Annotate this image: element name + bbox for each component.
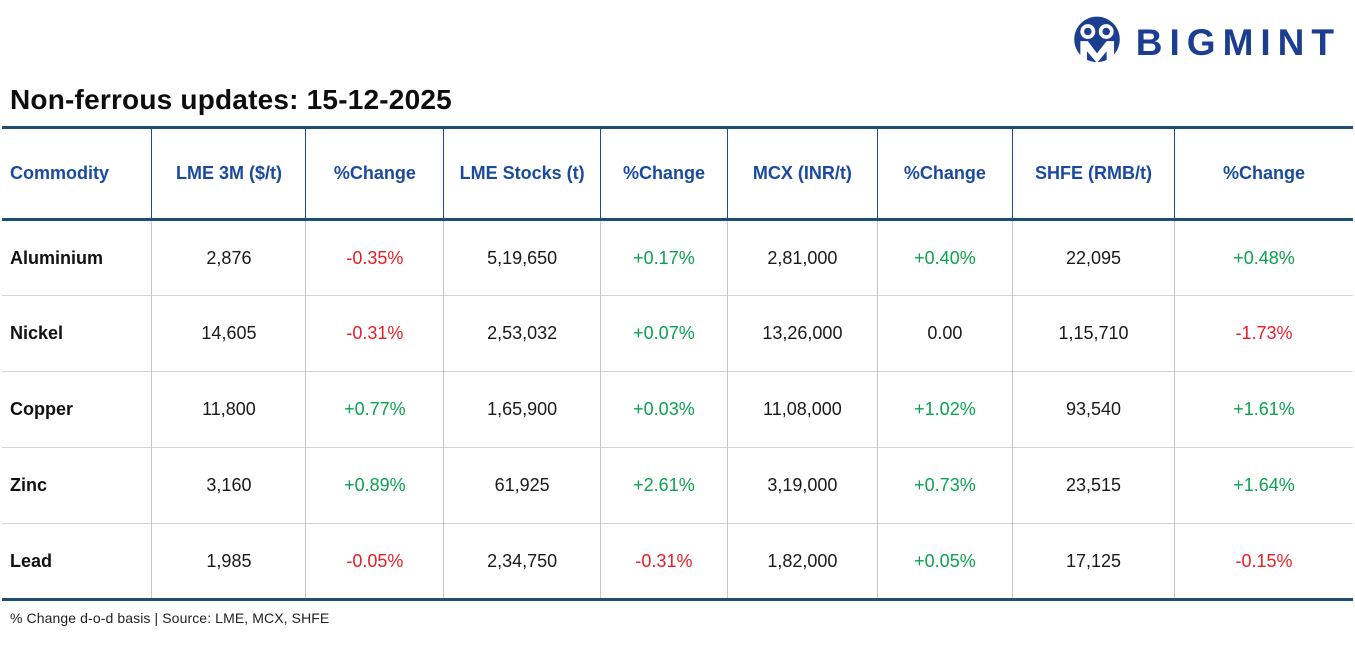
cell-mcx: 13,26,000 [726, 295, 878, 372]
page-title: Non-ferrous updates: 15-12-2025 [10, 84, 452, 115]
column-header-shfe-change: %Change [1174, 127, 1353, 221]
cell-lme-stocks-change: +2.61% [599, 447, 728, 524]
column-header-lme-3m-change: %Change [305, 127, 445, 221]
cell-mcx-change: 0.00 [876, 295, 1013, 372]
commodity-cell: Lead [2, 523, 153, 600]
cell-lme-3m-change: +0.89% [305, 447, 445, 524]
table-row-copper: Copper 11,800 +0.77% 1,65,900 +0.03% 11,08,00… [2, 371, 1353, 448]
commodity-cell: Copper [2, 371, 153, 448]
cell-mcx: 3,19,000 [726, 447, 878, 524]
cell-mcx: 11,08,000 [726, 371, 878, 448]
cell-shfe: 17,125 [1011, 523, 1176, 600]
bigmint-logo-text: BIGMINT [1135, 21, 1341, 63]
table-row-nickel: Nickel 14,605 -0.31% 2,53,032 +0.07% 13,26,00… [2, 295, 1353, 372]
cell-shfe: 93,540 [1011, 371, 1176, 448]
cell-mcx: 2,81,000 [726, 219, 878, 296]
cell-lme-stocks: 2,34,750 [443, 523, 601, 600]
cell-mcx-change: +1.02% [876, 371, 1013, 448]
column-header-commodity: Commodity [2, 127, 153, 221]
cell-lme-3m: 3,160 [151, 447, 307, 524]
column-header-lme-stocks-change: %Change [599, 127, 728, 221]
cell-lme-stocks: 2,53,032 [443, 295, 601, 372]
column-header-mcx: MCX (INR/t) [726, 127, 878, 221]
cell-shfe: 22,095 [1011, 219, 1176, 296]
cell-shfe-change: +1.64% [1174, 447, 1353, 524]
table-header-row: Commodity LME 3M ($/t) %Change LME Stocks (… [2, 127, 1353, 221]
cell-shfe-change: +1.61% [1174, 371, 1353, 448]
column-header-lme-stocks: LME Stocks (t) [443, 127, 601, 221]
cell-shfe-change: -1.73% [1174, 295, 1353, 372]
cell-lme-3m: 2,876 [151, 219, 307, 296]
cell-lme-stocks: 1,65,900 [443, 371, 601, 448]
top-bar: BIGMINT [2, 0, 1353, 84]
column-header-lme-3m: LME 3M ($/t) [151, 127, 307, 221]
cell-lme-3m-change: -0.05% [305, 523, 445, 600]
table-row-aluminium: Aluminium 2,876 -0.35% 5,19,650 +0.17% 2,81,0… [2, 219, 1353, 296]
column-header-mcx-change: %Change [876, 127, 1013, 221]
table-row-lead: Lead 1,985 -0.05% 2,34,750 -0.31% 1,82,000 +0.… [2, 523, 1353, 600]
commodity-cell: Zinc [2, 447, 153, 524]
commodity-cell: Aluminium [2, 219, 153, 296]
cell-lme-stocks-change: +0.17% [599, 219, 728, 296]
cell-lme-3m-change: -0.35% [305, 219, 445, 296]
cell-lme-3m: 11,800 [151, 371, 307, 448]
cell-lme-3m: 14,605 [151, 295, 307, 372]
bigmint-logo: BIGMINT [1068, 14, 1341, 70]
cell-shfe: 1,15,710 [1011, 295, 1176, 372]
non-ferrous-price-table: Commodity LME 3M ($/t) %Change LME Stocks (… [2, 126, 1353, 601]
table-row-zinc: Zinc 3,160 +0.89% 61,925 +2.61% 3,19,000 +0.73… [2, 447, 1353, 524]
cell-lme-3m-change: -0.31% [305, 295, 445, 372]
column-header-shfe: SHFE (RMB/t) [1011, 127, 1176, 221]
cell-shfe: 23,515 [1011, 447, 1176, 524]
cell-lme-3m-change: +0.77% [305, 371, 445, 448]
source-footnote: % Change d-o-d basis | Source: LME, MCX,… [10, 610, 330, 626]
cell-lme-3m: 1,985 [151, 523, 307, 600]
cell-lme-stocks-change: +0.03% [599, 371, 728, 448]
cell-lme-stocks-change: -0.31% [599, 523, 728, 600]
cell-lme-stocks: 5,19,650 [443, 219, 601, 296]
cell-shfe-change: -0.15% [1174, 523, 1353, 600]
bigmint-logo-icon [1074, 16, 1120, 63]
commodity-cell: Nickel [2, 295, 153, 372]
cell-shfe-change: +0.48% [1174, 219, 1353, 296]
cell-lme-stocks: 61,925 [443, 447, 601, 524]
cell-mcx-change: +0.05% [876, 523, 1013, 600]
cell-mcx-change: +0.40% [876, 219, 1013, 296]
cell-mcx-change: +0.73% [876, 447, 1013, 524]
cell-mcx: 1,82,000 [726, 523, 878, 600]
cell-lme-stocks-change: +0.07% [599, 295, 728, 372]
